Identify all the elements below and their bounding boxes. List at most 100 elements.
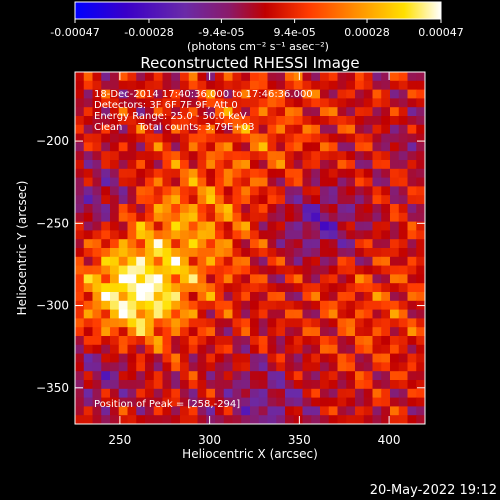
heatmap-cell — [381, 221, 391, 231]
heatmap-cell — [92, 300, 102, 311]
heatmap-cell — [337, 142, 347, 152]
heatmap-cell — [206, 142, 216, 152]
heatmap-cell — [180, 415, 190, 424]
heatmap-cell — [416, 336, 425, 346]
heatmap-cell — [381, 292, 391, 302]
heatmap-cell — [153, 239, 164, 249]
heatmap-cell — [171, 388, 181, 399]
heatmap-cell — [416, 212, 425, 223]
heatmap-cell — [127, 168, 137, 179]
heatmap-cell — [136, 406, 146, 416]
heatmap-cell — [110, 292, 120, 302]
heatmap-cell — [390, 283, 400, 293]
heatmap-cell — [127, 353, 137, 363]
heatmap-cell — [320, 283, 330, 293]
heatmap-cell — [215, 116, 225, 126]
heatmap-cell — [101, 371, 111, 381]
heatmap-cell — [258, 160, 269, 170]
heatmap-cell — [416, 204, 425, 214]
colorbar-tick-label: 9.4e-05 — [273, 26, 315, 39]
heatmap-cell — [346, 212, 356, 223]
heatmap-cell — [320, 116, 330, 126]
heatmap-cell — [92, 133, 102, 143]
heatmap-cell — [372, 177, 382, 187]
heatmap-cell — [293, 292, 304, 302]
heatmap-cell — [363, 204, 374, 214]
heatmap-cell — [372, 362, 382, 372]
heatmap-cell — [293, 98, 304, 108]
heatmap-cell — [162, 160, 172, 170]
heatmap-cell — [355, 230, 365, 240]
heatmap-cell — [346, 195, 356, 205]
heatmap-cell — [145, 151, 155, 161]
heatmap-cell — [75, 283, 85, 293]
heatmap-cell — [101, 274, 111, 284]
heatmap-cell — [390, 160, 400, 170]
heatmap-cell — [293, 283, 304, 293]
heatmap-cell — [162, 151, 172, 161]
heatmap-cell — [188, 98, 199, 108]
heatmap-cell — [153, 80, 164, 91]
heatmap-cell — [145, 309, 155, 319]
heatmap-cell — [407, 89, 417, 99]
heatmap-cell — [320, 256, 330, 267]
heatmap-cell — [171, 142, 181, 152]
heatmap-cell — [241, 353, 251, 363]
heatmap-cell — [372, 168, 382, 179]
heatmap-cell — [118, 256, 129, 267]
heatmap-cell — [285, 186, 295, 196]
heatmap-cell — [311, 388, 321, 399]
heatmap-cell — [171, 89, 181, 99]
heatmap-cell — [285, 380, 295, 390]
heatmap-cell — [320, 89, 330, 99]
heatmap-cell — [328, 212, 339, 223]
heatmap-cell — [320, 204, 330, 214]
heatmap-cell — [83, 397, 94, 407]
heatmap-cell — [250, 397, 260, 407]
heatmap-cell — [320, 160, 330, 170]
heatmap-cell — [390, 300, 400, 311]
heatmap-cell — [285, 371, 295, 381]
heatmap-cell — [83, 274, 94, 284]
heatmap-cell — [346, 371, 356, 381]
heatmap-cell — [407, 371, 417, 381]
heatmap-cell — [215, 239, 225, 249]
heatmap-cell — [145, 283, 155, 293]
heatmap-cell — [197, 186, 207, 196]
heatmap-cell — [241, 107, 251, 117]
heatmap-cell — [118, 98, 129, 108]
heatmap-cell — [136, 133, 146, 143]
heatmap-cell — [145, 186, 155, 196]
heatmap-cell — [258, 133, 269, 143]
heatmap-cell — [346, 388, 356, 399]
heatmap-cell — [232, 116, 242, 126]
heatmap-cell — [293, 89, 304, 99]
heatmap-cell — [162, 336, 172, 346]
heatmap-cell — [363, 72, 374, 82]
heatmap-cell — [320, 415, 330, 424]
heatmap-cell — [250, 98, 260, 108]
heatmap-cell — [276, 362, 286, 372]
heatmap-cell — [136, 292, 146, 302]
heatmap-cell — [407, 318, 417, 328]
heatmap-cell — [328, 230, 339, 240]
heatmap-cell — [188, 221, 199, 231]
heatmap-cell — [118, 168, 129, 179]
heatmap-cell — [118, 327, 129, 337]
heatmap-cell — [276, 239, 286, 249]
heatmap-cell — [302, 300, 312, 311]
heatmap-cell — [407, 212, 417, 223]
heatmap-cell — [267, 256, 277, 267]
heatmap-cell — [215, 406, 225, 416]
heatmap-cell — [302, 204, 312, 214]
heatmap-cell — [407, 195, 417, 205]
heatmap-cell — [136, 318, 146, 328]
heatmap-cell — [83, 186, 94, 196]
heatmap-cell — [293, 371, 304, 381]
heatmap-cell — [372, 309, 382, 319]
heatmap-cell — [92, 309, 102, 319]
heatmap-cell — [381, 344, 391, 355]
heatmap-cell — [101, 107, 111, 117]
heatmap-cell — [372, 353, 382, 363]
x-tick-label: 250 — [108, 433, 131, 447]
